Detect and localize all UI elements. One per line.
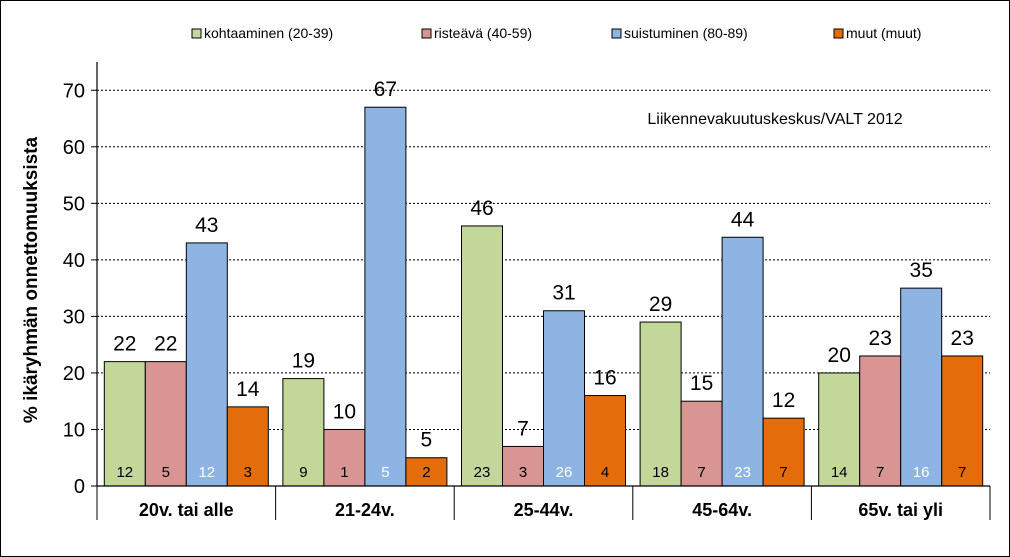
bar-value-label: 23 [951,327,974,350]
source-annotation: Liikennevakuutuskeskus/VALT 2012 [647,111,902,128]
bar-inner-label: 18 [652,464,669,481]
bar-inner-label: 12 [198,464,215,481]
bar-value-label: 44 [731,208,755,231]
y-tick-label: 50 [63,193,85,215]
x-category-label: 65v. tai yli [858,500,943,520]
bar-inner-label: 23 [734,464,751,481]
bar-inner-label: 12 [116,464,133,481]
y-tick-label: 0 [74,476,85,498]
bar-value-label: 19 [292,350,315,373]
legend-label: kohtaaminen (20-39) [204,25,333,41]
bar [364,106,407,487]
bar-inner-label: 7 [779,464,787,481]
bar-value-label: 10 [333,400,356,423]
bar-value-label: 43 [195,214,218,237]
x-category-label: 20v. tai alle [139,500,234,520]
legend-swatch [833,28,844,39]
y-tick-label: 10 [63,419,85,441]
bar-inner-label: 4 [601,464,609,481]
bar-inner-label: 14 [831,464,848,481]
bar [461,225,503,487]
x-category-label: 45-64v. [692,500,752,520]
bars [103,106,984,487]
bar-inner-label: 5 [162,464,170,481]
bar-value-label: 29 [649,293,672,316]
bar-value-label: 15 [690,372,713,395]
bar-inner-label: 1 [340,464,348,481]
y-tick-label: 20 [63,363,85,385]
bar-inner-label: 3 [244,464,252,481]
bar [226,406,269,487]
bar-inner-label: 3 [519,464,527,481]
legend-label: risteävä (40-59) [434,25,532,41]
legend-label: muut (muut) [846,25,921,41]
bar-inner-label: 2 [422,464,430,481]
bar-inner-label: 26 [556,464,573,481]
bar [185,242,228,487]
bar [900,287,943,487]
bar-value-label: 16 [593,367,616,390]
bar-value-label: 35 [910,259,933,282]
bar [543,310,585,487]
x-category-label: 21-24v. [335,500,395,520]
bar-value-label: 20 [828,344,851,367]
bar-value-label: 22 [154,333,177,356]
bar-value-label: 31 [552,282,575,305]
legend-swatch [191,28,202,39]
bar-value-label: 5 [421,429,433,452]
y-tick-label: 40 [63,250,85,272]
bar [584,395,626,487]
bar-value-label: 46 [470,197,493,220]
bar-value-label: 22 [113,333,136,356]
legend-swatch [421,28,432,39]
data-labels: 2212199462329182014225101731572374312675… [113,78,974,481]
y-tick-label: 60 [63,137,85,159]
bar-value-label: 23 [869,327,892,350]
bar [721,236,764,487]
y-tick-label: 70 [63,80,85,102]
bar [859,355,902,487]
bar-inner-label: 5 [381,464,389,481]
bar-inner-label: 7 [697,464,705,481]
bar [762,417,805,487]
bar-inner-label: 16 [913,464,930,481]
bar [941,355,984,487]
bar-value-label: 14 [236,378,260,401]
legend-swatch [611,28,622,39]
bar-inner-label: 7 [876,464,884,481]
bar-value-label: 7 [517,417,529,440]
bar-value-label: 67 [374,78,397,101]
bar [639,321,682,487]
bar [680,400,723,487]
bar-inner-label: 9 [299,464,307,481]
bar-inner-label: 23 [474,464,491,481]
legend-label: suistuminen (80-89) [624,25,748,41]
y-axis-title: % ikäryhmän onnettomuuksista [21,137,42,424]
bar-inner-label: 7 [958,464,966,481]
x-category-label: 25-44v. [514,500,574,520]
y-tick-label: 30 [63,306,85,328]
bar-value-label: 12 [772,389,795,412]
legend: kohtaaminen (20-39) risteävä (40-59) suist… [191,25,921,41]
axes: 0 10 20 30 40 50 60 70 20v. tai alle 21-24v. 25-44… [63,62,991,520]
